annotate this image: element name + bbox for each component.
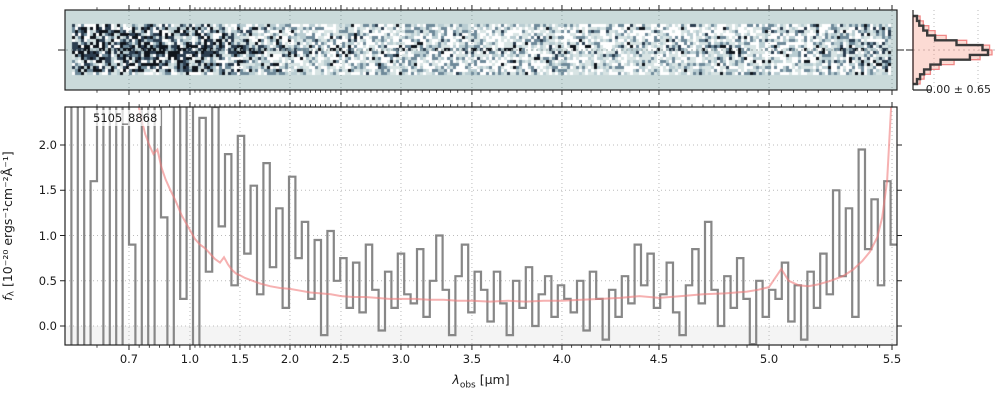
y-tick-label: 1.0 (38, 228, 57, 243)
x-tick-label: 5.5 (882, 352, 902, 366)
x-tick-label: 2.0 (280, 352, 300, 366)
y-axis-label: fλ [10⁻²⁰ ergs⁻¹cm⁻²Å⁻¹] (0, 151, 17, 300)
y-tick-label: 2.0 (38, 138, 57, 152)
histogram-dark-outline (913, 14, 990, 86)
x-tick-label: 1.5 (230, 352, 250, 366)
tick-marks (58, 5, 913, 350)
y-tick-label: 1.5 (38, 183, 57, 198)
uncertainty-line (137, 107, 893, 303)
y-tick-label: 0.5 (38, 273, 57, 288)
x-tick-label: 2.5 (331, 352, 351, 366)
x-axis-unit: [μm] (475, 372, 510, 387)
y-axis-unit: [10⁻²⁰ ergs⁻¹cm⁻²Å⁻¹] (0, 151, 15, 291)
y-tick-label: 0.0 (38, 319, 57, 333)
y-axis-subscript: λ (6, 290, 17, 297)
x-axis-symbol: λ (452, 372, 460, 387)
x-axis-subscript: obs (459, 380, 476, 391)
residual-stat-label: 0.00 ± 0.65 (925, 83, 991, 96)
x-axis-label: λobs [μm] (452, 372, 509, 391)
object-id-annotation: 5105_8868 (89, 110, 162, 126)
x-tick-label: 0.7 (119, 352, 139, 366)
x-tick-label: 4.5 (649, 352, 669, 366)
x-tick-label: 3.5 (462, 352, 482, 366)
x-tick-label: 5.0 (759, 352, 779, 366)
x-tick-label: 1.0 (180, 352, 200, 366)
x-tick-label: 3.0 (391, 352, 411, 366)
y-axis-symbol: f (0, 296, 15, 301)
x-tick-label: 4.0 (552, 352, 572, 366)
spectrum-steps-line (70, 107, 897, 345)
below-zero-shade (65, 326, 897, 345)
grid-layer (65, 10, 995, 345)
